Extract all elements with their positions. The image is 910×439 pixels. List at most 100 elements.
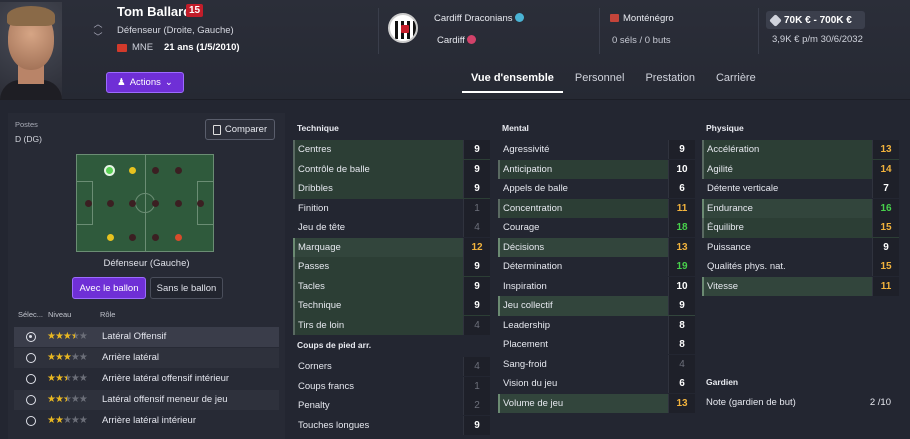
attribute-row[interactable]: Détente verticale 7 [702,179,899,199]
position-dot[interactable] [85,200,92,207]
role-radio[interactable] [26,374,36,384]
attribute-name: Tacles [298,280,325,292]
attribute-row[interactable]: Corners 4 [293,357,490,377]
compare-button[interactable]: Comparer [205,119,275,140]
role-radio[interactable] [26,416,36,426]
role-radio[interactable] [26,395,36,405]
attribute-row[interactable]: Appels de balle 6 [498,179,695,199]
attribute-row[interactable]: Jeu de tête 4 [293,218,490,238]
attribute-row[interactable]: Touches longues 9 [293,415,490,436]
caps-goals: 0 séls / 0 buts [612,35,671,46]
prev-next-arrows[interactable]: ︿ ﹀ [93,18,103,44]
position-dot[interactable] [197,200,204,207]
position-dot-natural[interactable] [104,165,115,176]
positions-label: Postes [15,120,38,129]
chevron-down-icon[interactable]: ﹀ [93,32,103,42]
attribute-row[interactable]: Volume de jeu 13 [498,393,695,413]
attribute-row[interactable]: Tacles 9 [293,276,490,296]
city-icon [466,35,476,44]
divider [378,8,379,54]
attribute-row[interactable]: Vitesse 11 [702,276,899,296]
position-dot[interactable] [152,167,159,174]
position-dot[interactable] [175,167,182,174]
role-row[interactable]: ★★★★★ Latéral Offensif [14,327,279,347]
without-ball-button[interactable]: Sans le ballon [150,277,223,299]
role-radio[interactable] [26,353,36,363]
with-ball-button[interactable]: Avec le ballon [72,277,146,299]
role-row[interactable]: ★★★★★ Arrière latéral intérieur [14,411,279,431]
attribute-value: 15 [872,218,899,237]
attribute-row[interactable]: Détermination 19 [498,257,695,277]
attribute-row[interactable]: Agilité 14 [702,159,899,179]
attribute-name: Jeu collectif [503,300,553,311]
star-rating-icon: ★★★★★ [47,373,88,384]
attribute-value: 13 [668,393,695,413]
club-logo[interactable] [388,13,418,43]
position-dot[interactable] [129,200,136,207]
attribute-row[interactable]: Marquage 12 [293,237,490,257]
positions-pitch[interactable] [76,154,214,252]
attribute-row[interactable]: Puissance 9 [702,237,899,258]
attribute-row[interactable]: Inspiration 10 [498,276,695,297]
flag-icon [610,14,619,22]
attribute-row[interactable]: Anticipation 10 [498,159,695,179]
attribute-row[interactable]: Technique 9 [293,296,490,316]
mental-column: Mental Agressivité 9 Anticipation 10 Appels … [498,113,695,439]
attribute-row[interactable]: Finition 1 [293,198,490,219]
role-row[interactable]: ★★★★★ Arrière latéral [14,348,279,368]
attribute-row[interactable]: Décisions 13 [498,237,695,257]
attribute-row[interactable]: Jeu collectif 9 [498,296,695,316]
divider [758,8,759,54]
positions-panel: Postes D (DG) Comparer Défenseur (Gauche… [8,113,285,439]
role-row[interactable]: ★★★★★ Arrière latéral offensif intérieur [14,369,279,389]
role-row[interactable]: ★★★★★ Latéral offensif meneur de jeu [14,390,279,410]
attribute-value: 16 [872,198,899,218]
attribute-row[interactable]: Contrôle de balle 9 [293,159,490,179]
role-radio[interactable] [26,332,36,342]
position-dot[interactable] [152,200,159,207]
tab-performance[interactable]: Prestation [645,72,695,84]
position-dot[interactable] [152,234,159,241]
attribute-name: Touches longues [298,419,370,431]
attribute-row[interactable]: Dribbles 9 [293,179,490,199]
attribute-row[interactable]: Qualités phys. nat. 15 [702,257,899,277]
attribute-row[interactable]: Sang-froid 4 [498,354,695,375]
national-team-link[interactable]: Monténégro [610,13,674,24]
position-dot[interactable] [107,200,114,207]
position-dot-unfamiliar[interactable] [175,234,182,241]
attribute-name: Finition [298,202,329,214]
attribute-row[interactable]: Endurance 16 [702,198,899,218]
chevron-up-icon[interactable]: ︿ [93,19,103,29]
attribute-row[interactable]: Coups francs 1 [293,376,490,397]
attribute-row[interactable]: Centres 9 [293,140,490,160]
divider [599,8,600,54]
attribute-row[interactable]: Concentration 11 [498,198,695,218]
tab-personal[interactable]: Personnel [574,72,625,84]
attribute-name: Tirs de loin [298,319,345,331]
attribute-row[interactable]: Placement 8 [498,335,695,355]
attribute-name: Décisions [503,241,545,253]
tab-overview[interactable]: Vue d'ensemble [462,65,563,93]
attribute-row[interactable]: Courage 18 [498,218,695,238]
user-icon: ♟ [117,77,126,88]
city-link[interactable]: Cardiff [437,35,476,46]
attribute-row[interactable]: Vision du jeu 6 [498,374,695,394]
attribute-row[interactable]: Équilibre 15 [702,218,899,238]
attribute-row[interactable]: Leadership 8 [498,315,695,336]
attribute-name: Sang-froid [503,358,547,370]
attribute-row[interactable]: Passes 9 [293,257,490,277]
actions-button[interactable]: ♟ Actions ⌄ [106,72,184,93]
attribute-row[interactable]: Agressivité 9 [498,140,695,160]
role-header: Rôle [100,310,116,319]
position-dot[interactable] [175,200,182,207]
position-dot-accomplished[interactable] [107,234,114,241]
position-dot[interactable] [129,234,136,241]
club-link[interactable]: Cardiff Draconians [434,13,524,24]
tab-career[interactable]: Carrière [715,72,756,84]
attribute-name: Contrôle de balle [298,163,370,175]
attribute-row[interactable]: Penalty 2 [293,396,490,416]
attribute-row[interactable]: Tirs de loin 4 [293,315,490,335]
position-dot-accomplished[interactable] [129,167,136,174]
attribute-row[interactable]: Accélération 13 [702,140,899,160]
attribute-name: Puissance [707,241,751,253]
